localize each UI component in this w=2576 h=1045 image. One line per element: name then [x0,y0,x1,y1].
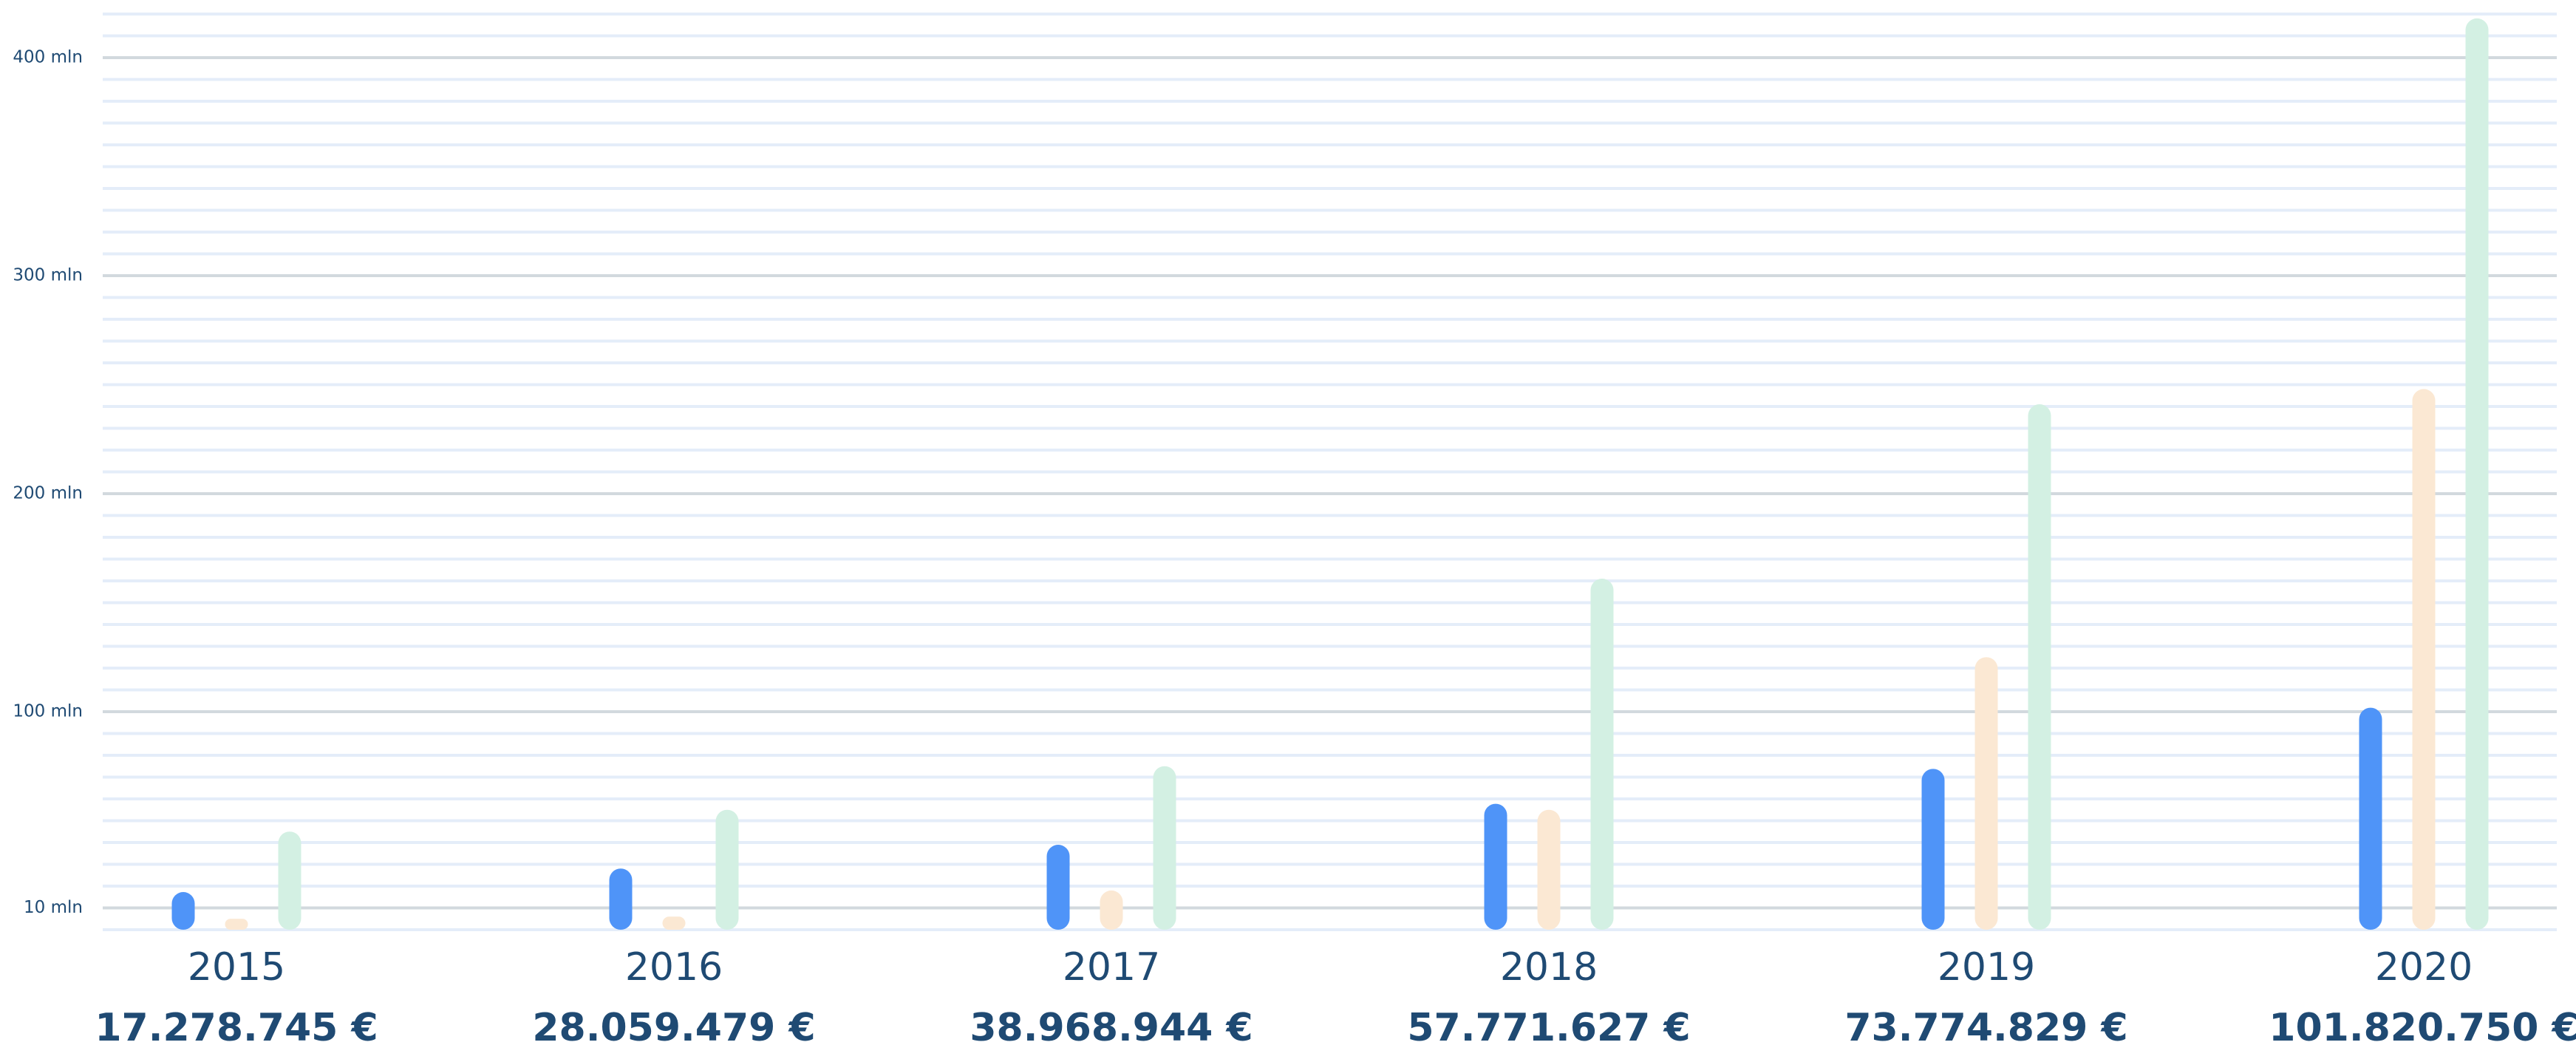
x-tick-label: 2019 [1938,945,2035,990]
x-tick-label: 2020 [2375,945,2473,990]
y-tick-label: 300 mln [13,266,83,285]
value-label: 17.278.745 € [95,1006,378,1045]
x-tick-label: 2016 [625,945,723,990]
y-tick-label: 100 mln [13,702,83,721]
bar [1153,766,1176,930]
x-tick-label: 2018 [1500,945,1598,990]
bar [1046,845,1070,930]
bar [171,892,195,930]
bar [2028,404,2051,930]
bar [1974,657,1998,930]
bar [662,916,686,930]
y-tick-label: 10 mln [24,898,83,917]
x-tick-label: 2017 [1063,945,1160,990]
bar [2465,18,2489,930]
value-label: 38.968.944 € [970,1006,1253,1045]
y-tick-label: 200 mln [13,484,83,503]
bar [1100,890,1123,930]
bar [2359,707,2382,930]
value-label: 28.059.479 € [532,1006,815,1045]
value-label: 57.771.627 € [1407,1006,1690,1045]
y-tick-label: 400 mln [13,48,83,67]
value-label: 101.820.750 € [2269,1006,2576,1045]
bar [1921,769,1945,930]
bar [715,809,739,930]
value-label: 73.774.829 € [1844,1006,2127,1045]
x-tick-label: 2015 [188,945,285,990]
bar [2412,389,2436,930]
bar [1537,809,1561,930]
bar [1590,579,1614,930]
bar [225,919,248,930]
bar [278,831,301,930]
bar [609,868,633,930]
bar [1484,803,1507,930]
